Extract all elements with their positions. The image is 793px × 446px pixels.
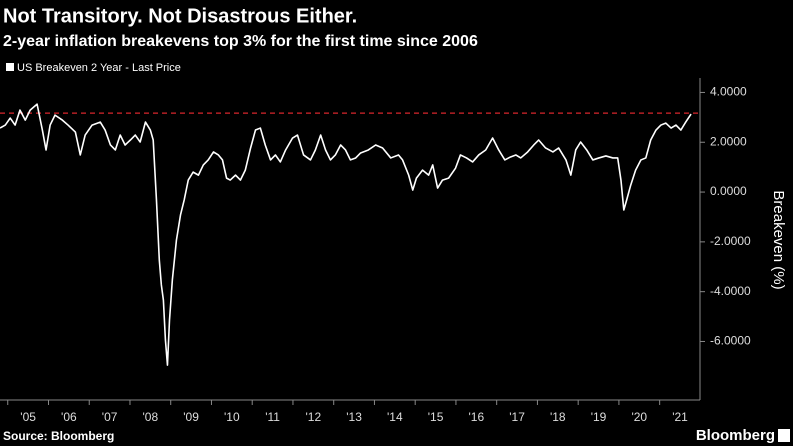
x-tick-label: '05 [20, 410, 36, 424]
brand: Bloomberg [696, 427, 775, 444]
x-tick-label: '19 [591, 410, 607, 424]
y-tick-label: -2.0000 [710, 234, 751, 248]
chart-title: Not Transitory. Not Disastrous Either. [3, 5, 357, 27]
x-tick-label: '15 [428, 410, 444, 424]
y-tick-label: -4.0000 [710, 284, 751, 298]
x-tick-label: '18 [550, 410, 566, 424]
x-tick-label: '13 [346, 410, 362, 424]
y-axis-label: Breakeven (%) [770, 190, 787, 289]
x-tick-label: '21 [672, 410, 688, 424]
x-tick-label: '07 [102, 410, 118, 424]
series-line [0, 103, 692, 366]
chart-subtitle: 2-year inflation breakevens top 3% for t… [3, 33, 478, 50]
x-tick-label: '08 [143, 410, 159, 424]
x-tick-label: '11 [265, 410, 280, 424]
x-tick-label: '10 [224, 410, 240, 424]
x-tick-label: '17 [509, 410, 525, 424]
source: Source: Bloomberg [3, 429, 114, 443]
y-tick-label: 2.0000 [710, 134, 747, 148]
legend-swatch [6, 63, 14, 71]
y-tick-label: -6.0000 [710, 334, 751, 348]
x-tick-label: '12 [306, 410, 322, 424]
y-tick-label: 4.0000 [710, 85, 747, 99]
x-tick-label: '16 [468, 410, 484, 424]
y-tick-label: 0.0000 [710, 184, 747, 198]
x-tick-label: '14 [387, 410, 403, 424]
x-tick-label: '09 [183, 410, 199, 424]
x-tick-label: '06 [61, 410, 77, 424]
legend-label: US Breakeven 2 Year - Last Price [17, 62, 181, 74]
brand-icon [778, 429, 790, 442]
x-tick-label: '20 [631, 410, 647, 424]
